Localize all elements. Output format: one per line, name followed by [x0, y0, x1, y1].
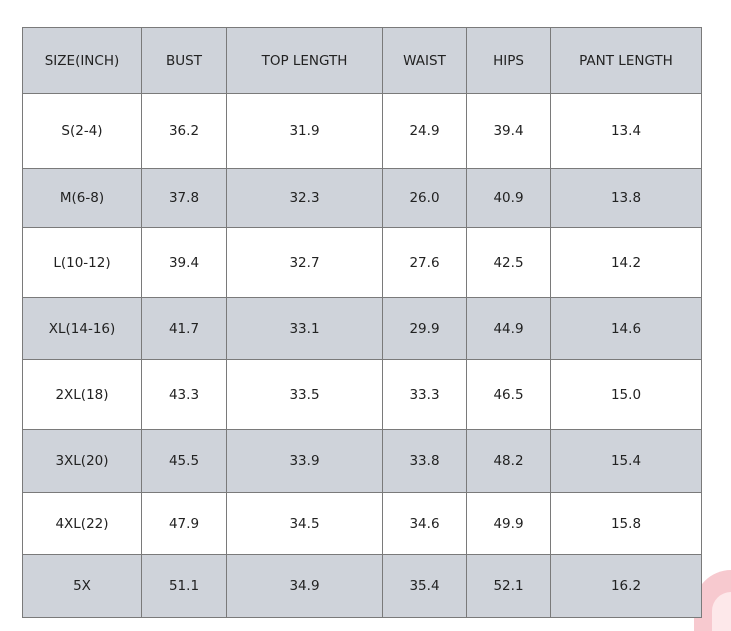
table-row: M(6-8) 37.8 32.3 26.0 40.9 13.8 — [22, 168, 702, 228]
cell-top-length: 34.5 — [226, 492, 383, 555]
cell-top-length: 34.9 — [226, 554, 383, 618]
cell-bust: 51.1 — [141, 554, 227, 618]
cell-top-length: 33.9 — [226, 429, 383, 493]
header-top-length: TOP LENGTH — [226, 27, 383, 94]
header-size: SIZE(INCH) — [22, 27, 142, 94]
table-row: L(10-12) 39.4 32.7 27.6 42.5 14.2 — [22, 227, 702, 298]
header-pant-length: PANT LENGTH — [550, 27, 702, 94]
table-row: 3XL(20) 45.5 33.9 33.8 48.2 15.4 — [22, 429, 702, 493]
cell-size: 2XL(18) — [22, 359, 142, 430]
cell-pant-length: 15.0 — [550, 359, 702, 430]
cell-size: 4XL(22) — [22, 492, 142, 555]
cell-pant-length: 16.2 — [550, 554, 702, 618]
header-waist: WAIST — [382, 27, 467, 94]
cell-top-length: 32.7 — [226, 227, 383, 298]
cell-top-length: 31.9 — [226, 93, 383, 169]
cell-bust: 41.7 — [141, 297, 227, 360]
cell-hips: 48.2 — [466, 429, 551, 493]
cell-top-length: 33.1 — [226, 297, 383, 360]
cell-waist: 35.4 — [382, 554, 467, 618]
cell-hips: 44.9 — [466, 297, 551, 360]
cell-waist: 24.9 — [382, 93, 467, 169]
cell-bust: 45.5 — [141, 429, 227, 493]
cell-hips: 40.9 — [466, 168, 551, 228]
cell-top-length: 32.3 — [226, 168, 383, 228]
cell-bust: 43.3 — [141, 359, 227, 430]
cell-bust: 47.9 — [141, 492, 227, 555]
table-row: S(2-4) 36.2 31.9 24.9 39.4 13.4 — [22, 93, 702, 169]
cell-pant-length: 15.8 — [550, 492, 702, 555]
decorative-blob-inner — [712, 592, 731, 631]
header-row: SIZE(INCH) BUST TOP LENGTH WAIST HIPS PANT LE… — [22, 27, 702, 94]
cell-size: 3XL(20) — [22, 429, 142, 493]
cell-size: XL(14-16) — [22, 297, 142, 360]
cell-top-length: 33.5 — [226, 359, 383, 430]
cell-pant-length: 13.8 — [550, 168, 702, 228]
cell-size: L(10-12) — [22, 227, 142, 298]
table-row: 4XL(22) 47.9 34.5 34.6 49.9 15.8 — [22, 492, 702, 555]
cell-size: M(6-8) — [22, 168, 142, 228]
cell-pant-length: 14.6 — [550, 297, 702, 360]
size-chart-table: SIZE(INCH) BUST TOP LENGTH WAIST HIPS PANT LE… — [22, 27, 702, 618]
cell-pant-length: 13.4 — [550, 93, 702, 169]
cell-waist: 27.6 — [382, 227, 467, 298]
cell-hips: 39.4 — [466, 93, 551, 169]
table-row: 5X 51.1 34.9 35.4 52.1 16.2 — [22, 554, 702, 618]
header-bust: BUST — [141, 27, 227, 94]
cell-hips: 49.9 — [466, 492, 551, 555]
cell-waist: 33.3 — [382, 359, 467, 430]
cell-hips: 46.5 — [466, 359, 551, 430]
cell-hips: 42.5 — [466, 227, 551, 298]
cell-bust: 37.8 — [141, 168, 227, 228]
cell-bust: 36.2 — [141, 93, 227, 169]
cell-pant-length: 14.2 — [550, 227, 702, 298]
cell-waist: 26.0 — [382, 168, 467, 228]
cell-waist: 34.6 — [382, 492, 467, 555]
cell-hips: 52.1 — [466, 554, 551, 618]
cell-size: 5X — [22, 554, 142, 618]
table-row: 2XL(18) 43.3 33.5 33.3 46.5 15.0 — [22, 359, 702, 430]
header-hips: HIPS — [466, 27, 551, 94]
cell-waist: 29.9 — [382, 297, 467, 360]
cell-waist: 33.8 — [382, 429, 467, 493]
cell-pant-length: 15.4 — [550, 429, 702, 493]
table-row: XL(14-16) 41.7 33.1 29.9 44.9 14.6 — [22, 297, 702, 360]
cell-bust: 39.4 — [141, 227, 227, 298]
cell-size: S(2-4) — [22, 93, 142, 169]
